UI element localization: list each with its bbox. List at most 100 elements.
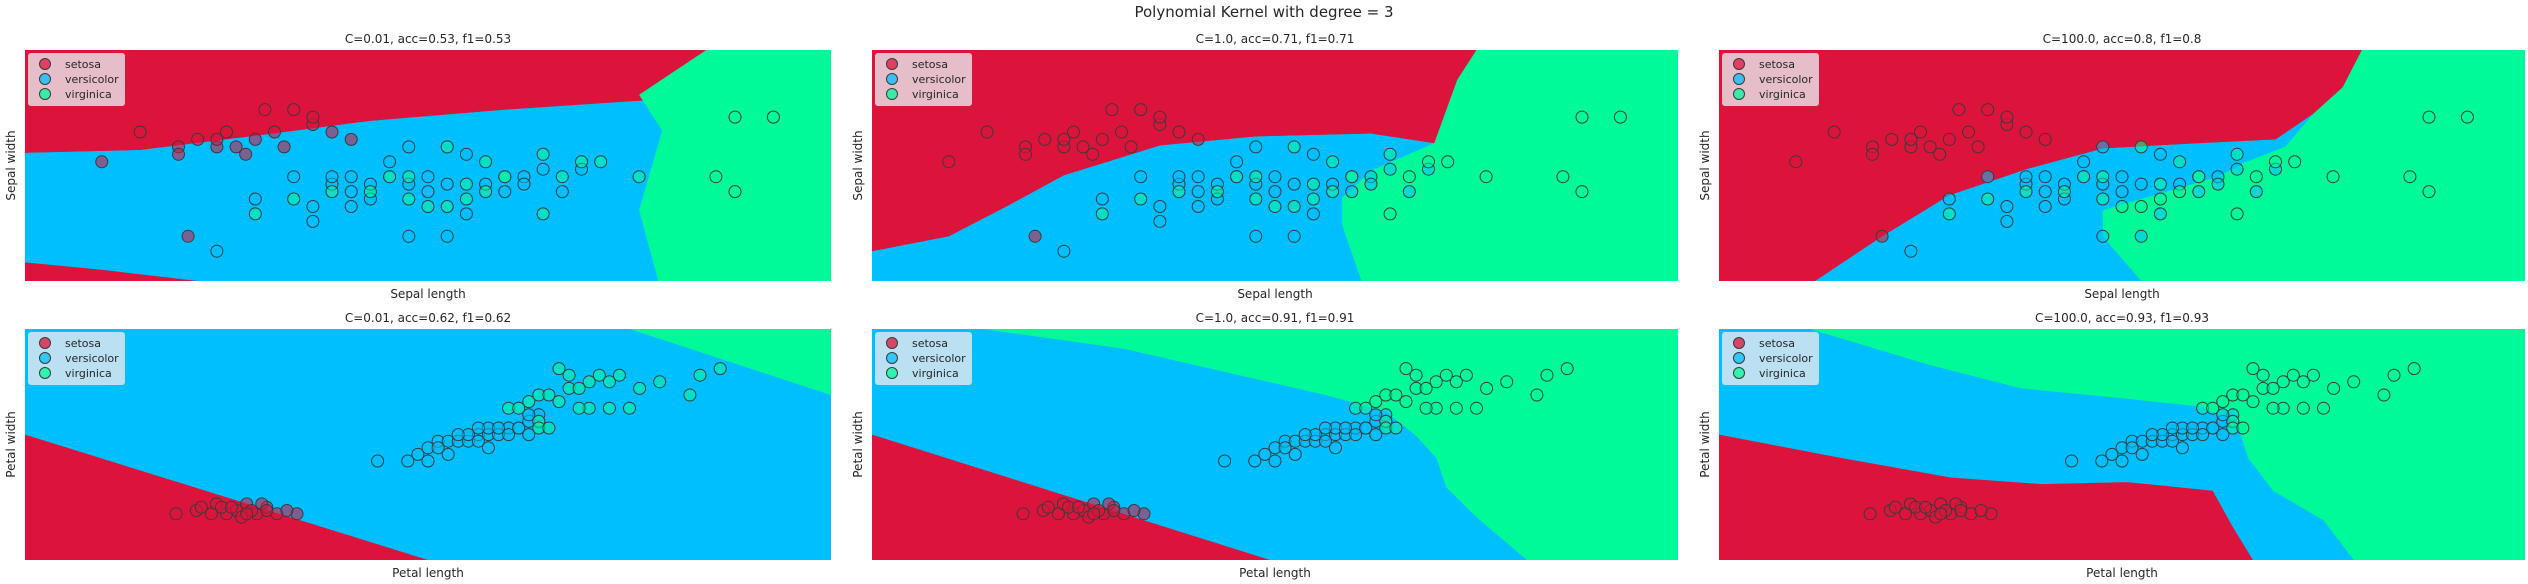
- point-versicolor: [1329, 441, 1342, 455]
- point-virginica: [1500, 375, 1514, 389]
- point-virginica: [602, 401, 616, 415]
- point-setosa: [1191, 132, 1205, 146]
- point-versicolor: [2186, 421, 2199, 435]
- point-setosa: [1016, 507, 1030, 521]
- point-versicolor: [1359, 421, 1373, 435]
- point-virginica: [2173, 185, 2187, 199]
- point-virginica: [572, 401, 586, 415]
- legend-box: [1722, 53, 1819, 106]
- point-virginica: [2096, 170, 2110, 184]
- point-virginica: [2246, 362, 2260, 376]
- point-virginica: [1613, 110, 1627, 124]
- point-virginica: [402, 192, 416, 206]
- point-virginica: [2192, 170, 2206, 184]
- scatter-points: [1789, 103, 2474, 258]
- point-versicolor: [2196, 428, 2210, 442]
- point-versicolor: [441, 447, 455, 461]
- point-virginica: [2230, 207, 2244, 221]
- point-virginica: [1389, 388, 1403, 402]
- point-setosa: [239, 147, 253, 161]
- point-versicolor: [402, 140, 416, 154]
- legend-marker-virginica: [39, 88, 51, 100]
- point-versicolor: [1191, 170, 1205, 184]
- point-virginica: [632, 170, 646, 184]
- point-versicolor: [2134, 177, 2148, 191]
- point-setosa: [1124, 140, 1138, 154]
- legend-box: [28, 332, 125, 385]
- legend-label-versicolor: versicolor: [1759, 352, 1813, 365]
- point-virginica: [2153, 192, 2167, 206]
- point-setosa: [1875, 229, 1889, 243]
- point-setosa: [260, 504, 274, 517]
- point-versicolor: [471, 434, 485, 448]
- point-virginica: [1230, 170, 1244, 184]
- legend-marker-setosa: [39, 337, 51, 349]
- point-virginica: [2403, 170, 2417, 184]
- point-setosa: [1115, 125, 1128, 139]
- legend-label-versicolor: versicolor: [65, 73, 119, 86]
- point-versicolor: [1288, 447, 1302, 461]
- point-virginica: [440, 200, 454, 213]
- point-versicolor: [2115, 170, 2129, 184]
- legend-box: [875, 332, 972, 385]
- point-virginica: [2326, 170, 2340, 184]
- point-virginica: [2134, 200, 2148, 213]
- point-virginica: [2460, 110, 2474, 124]
- point-versicolor: [1287, 229, 1301, 243]
- scatter-points: [1863, 362, 2421, 524]
- legend-marker-setosa: [39, 58, 51, 70]
- point-versicolor: [2192, 185, 2206, 199]
- subplot-6: C=100.0, acc=0.93, f1=0.93 Petal length Pe…: [1698, 311, 2525, 580]
- point-virginica: [2317, 401, 2330, 415]
- point-versicolor: [1191, 200, 1205, 213]
- point-virginica: [2236, 421, 2250, 435]
- point-setosa: [1057, 132, 1071, 146]
- point-versicolor: [1369, 408, 1383, 422]
- point-versicolor: [2249, 185, 2263, 199]
- point-versicolor: [1248, 454, 1262, 468]
- point-versicolor: [1318, 421, 1332, 435]
- point-setosa: [2038, 132, 2052, 146]
- x-axis-label: Petal length: [1239, 566, 1311, 580]
- point-virginica: [2288, 155, 2302, 169]
- point-setosa: [1072, 500, 1085, 514]
- legend: setosa versicolor virginica: [28, 332, 125, 385]
- point-virginica: [1134, 192, 1148, 206]
- region-virginica: [2102, 50, 2525, 281]
- decision-regions: [1719, 50, 2525, 281]
- point-versicolor: [502, 428, 516, 442]
- point-virginica: [536, 147, 550, 161]
- point-setosa: [1934, 507, 1948, 521]
- point-virginica: [2153, 177, 2167, 191]
- legend-marker-virginica: [886, 367, 898, 379]
- legend-label-setosa: setosa: [912, 58, 948, 71]
- point-virginica: [1268, 200, 1282, 213]
- region-virginica: [1809, 329, 2525, 560]
- point-virginica: [1556, 170, 1570, 184]
- point-versicolor: [1057, 244, 1071, 258]
- point-versicolor: [522, 408, 536, 422]
- point-setosa: [277, 140, 291, 154]
- point-virginica: [1287, 200, 1301, 213]
- decision-regions: [872, 50, 1678, 281]
- point-virginica: [1459, 368, 1473, 382]
- legend-label-versicolor: versicolor: [912, 73, 966, 86]
- point-virginica: [2296, 375, 2310, 389]
- point-versicolor: [512, 421, 526, 435]
- point-virginica: [1389, 421, 1403, 435]
- legend-marker-versicolor: [886, 73, 898, 85]
- region-virginica: [639, 50, 831, 281]
- point-versicolor: [2000, 200, 2014, 213]
- point-versicolor: [1268, 170, 1282, 184]
- point-versicolor: [2134, 229, 2148, 243]
- subplot-3: C=100.0, acc=0.8, f1=0.8 Sepal length Sepa…: [1698, 32, 2525, 301]
- point-virginica: [1419, 381, 1433, 395]
- point-virginica: [1479, 170, 1493, 184]
- legend: setosa versicolor virginica: [28, 53, 125, 106]
- point-versicolor: [344, 185, 358, 199]
- point-virginica: [653, 375, 667, 389]
- point-setosa: [210, 132, 224, 146]
- point-versicolor: [555, 185, 569, 199]
- point-versicolor: [1249, 140, 1263, 154]
- point-virginica: [2134, 140, 2148, 154]
